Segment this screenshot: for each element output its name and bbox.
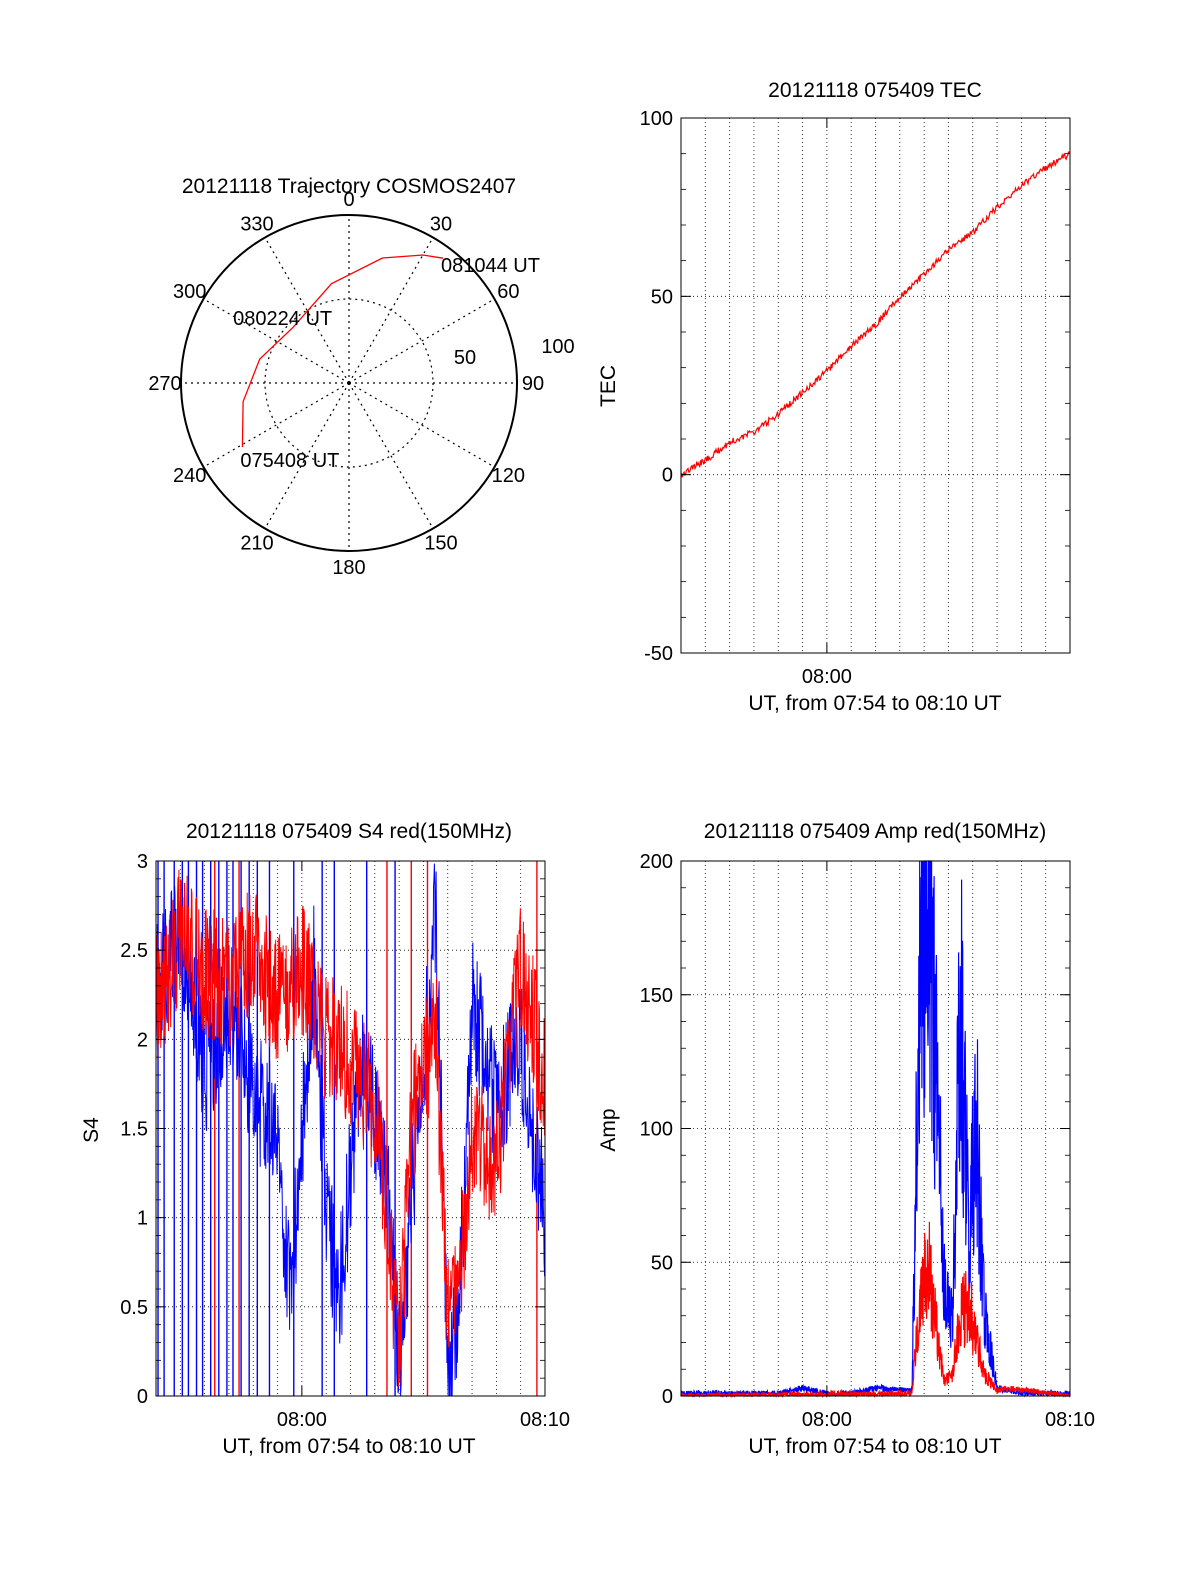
- polar-azimuth-label: 270: [148, 373, 181, 395]
- amp-grid: [681, 861, 1070, 1396]
- polar-azimuth-label: 330: [240, 214, 273, 236]
- tec-ylabel: TEC: [597, 365, 620, 407]
- polar-spoke: [264, 382, 350, 529]
- tec-axes-frame: [680, 117, 1071, 654]
- polar-azimuth-label: 300: [173, 281, 206, 303]
- polar-grid: [180, 214, 518, 552]
- trajectory-line: [241, 254, 444, 448]
- polar-spoke: [348, 382, 495, 468]
- series-line-blue: [680, 860, 1071, 1398]
- polar-spoke: [348, 382, 434, 529]
- polar-azimuth-label: 30: [430, 214, 452, 236]
- amp-ylabel: Amp: [597, 1108, 620, 1151]
- trajectory-time-label: 075408 UT: [240, 450, 339, 472]
- x-tick-label: 08:10: [1045, 1409, 1095, 1431]
- x-tick-label: 08:00: [277, 1409, 327, 1431]
- amp-chart: 20121118 075409 Amp red(150MHz) 0 50 100 15…: [597, 820, 1095, 1458]
- y-tick-label: 0: [137, 1386, 148, 1408]
- polar-azimuth-label: 150: [424, 532, 457, 554]
- y-tick-label: 3: [137, 851, 148, 873]
- polar-spoke: [203, 298, 350, 384]
- amp-title: 20121118 075409 Amp red(150MHz): [704, 820, 1046, 843]
- polar-spoke: [348, 298, 495, 384]
- radial-label-50: 50: [454, 347, 476, 369]
- tec-chart: 20121118 075409 TEC -50 0 50 100 08:00 UT, f…: [597, 79, 1071, 715]
- polar-outer-circle: [180, 214, 518, 552]
- y-tick-label: 200: [640, 851, 673, 873]
- tec-title: 20121118 075409 TEC: [768, 79, 982, 102]
- tec-xlabel: UT, from 07:54 to 08:10 UT: [748, 692, 1001, 715]
- polar-azimuth-label: 240: [173, 465, 206, 487]
- radial-label-100: 100: [541, 336, 574, 358]
- s4-title: 20121118 075409 S4 red(150MHz): [186, 820, 512, 843]
- amp-xlabel: UT, from 07:54 to 08:10 UT: [748, 1435, 1001, 1458]
- series-line-red: [155, 869, 546, 1387]
- polar-azimuth-label: 120: [492, 465, 525, 487]
- y-tick-label: 0: [662, 465, 673, 487]
- trajectory-time-label: 081044 UT: [441, 255, 540, 277]
- s4-tick-labels: 0 0.5 1 1.5 2 2.5 3 08:00 08:10: [120, 851, 570, 1431]
- x-tick-label: 08:10: [520, 1409, 570, 1431]
- series-line-red: [680, 151, 1071, 479]
- tec-grid: [681, 118, 1070, 653]
- s4-ylabel: S4: [80, 1117, 103, 1143]
- y-tick-label: 1.5: [120, 1119, 148, 1141]
- polar-spoke: [203, 382, 350, 468]
- x-tick-label: 08:00: [802, 666, 852, 688]
- series-line-blue: [155, 863, 546, 1397]
- y-tick-label: 0.5: [120, 1297, 148, 1319]
- y-tick-label: 100: [640, 108, 673, 130]
- polar-azimuth-label: 0: [343, 189, 354, 211]
- y-tick-label: 100: [640, 1119, 673, 1141]
- polar-spoke: [264, 237, 350, 384]
- trajectory-series: 075408 UT 080224 UT 081044 UT: [233, 254, 540, 472]
- tec-tick-labels: -50 0 50 100 08:00: [640, 108, 1070, 688]
- s4-chart: 20121118 075409 S4 red(150MHz) 0 0.5 1 1.5 2…: [80, 820, 570, 1458]
- s4-xlabel: UT, from 07:54 to 08:10 UT: [222, 1435, 475, 1458]
- trajectory-title: 20121118 Trajectory COSMOS2407: [182, 175, 516, 198]
- polar-spoke: [348, 237, 434, 384]
- y-tick-label: 50: [651, 1252, 673, 1274]
- trajectory-chart: 20121118 Trajectory COSMOS2407 0 30 60 90 12…: [148, 175, 574, 579]
- y-tick-label: 0: [662, 1386, 673, 1408]
- y-tick-label: 2.5: [120, 940, 148, 962]
- tec-series: [680, 151, 1071, 479]
- y-tick-label: -50: [644, 643, 673, 665]
- x-tick-label: 08:00: [802, 1409, 852, 1431]
- polar-azimuth-label: 90: [522, 373, 544, 395]
- trajectory-time-label: 080224 UT: [233, 308, 332, 330]
- y-tick-label: 2: [137, 1029, 148, 1051]
- polar-azimuth-labels: 0 30 60 90 120 150 180 210 240 270 300 330: [148, 189, 544, 579]
- polar-azimuth-label: 180: [332, 557, 365, 579]
- polar-azimuth-label: 210: [240, 532, 273, 554]
- y-tick-label: 1: [137, 1208, 148, 1230]
- y-tick-label: 150: [640, 985, 673, 1007]
- amp-tick-labels: 0 50 100 150 200 08:00 08:10: [640, 851, 1095, 1431]
- y-tick-label: 50: [651, 286, 673, 308]
- polar-azimuth-label: 60: [497, 281, 519, 303]
